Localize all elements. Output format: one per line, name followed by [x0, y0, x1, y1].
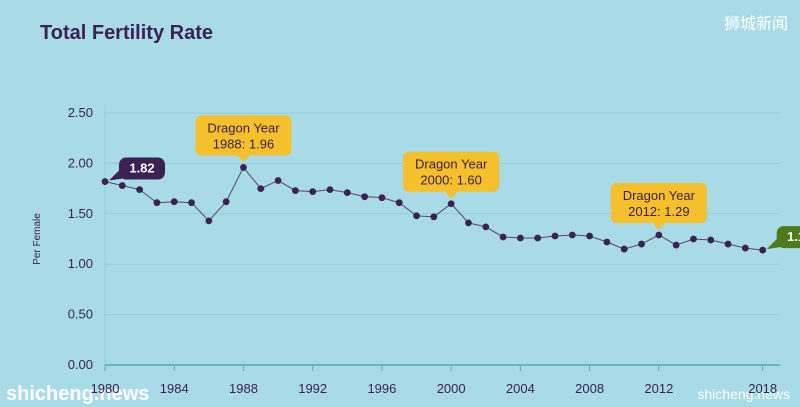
- watermark-bottom-left: shicheng.news: [6, 383, 150, 405]
- x-tick-label-0: 1980: [91, 381, 120, 396]
- data-point-1995: [361, 193, 369, 201]
- data-point-2011: [638, 240, 645, 248]
- data-point-2007: [568, 231, 576, 239]
- x-tick-label-7: 2008: [575, 381, 604, 396]
- data-point-2002: [482, 223, 490, 231]
- data-point-2005: [534, 234, 542, 242]
- annotation-line1-1: Dragon Year: [415, 157, 488, 172]
- data-point-1982: [136, 186, 144, 194]
- data-point-2003: [499, 233, 507, 241]
- data-point-2006: [551, 232, 559, 240]
- x-tick-label-2: 1988: [229, 381, 258, 396]
- annotation-line2-2: 2012: 1.29: [628, 204, 689, 219]
- y-axis-label: Per Female: [32, 213, 43, 265]
- y-tick-label-4: 2.00: [68, 155, 93, 170]
- data-point-1992: [309, 188, 317, 196]
- annotation-pointer-0: [237, 155, 250, 163]
- annotation-line1-0: Dragon Year: [207, 120, 280, 135]
- value-label-box-0: [119, 157, 165, 180]
- data-point-2004: [516, 234, 524, 242]
- annotation-box-0: [195, 115, 292, 156]
- data-point-1994: [343, 189, 351, 197]
- x-tick-label-5: 2000: [437, 381, 466, 396]
- data-point-2010: [620, 245, 628, 253]
- value-label-0: 1.82: [109, 157, 165, 181]
- data-point-1991: [291, 187, 299, 195]
- data-point-1998: [413, 212, 420, 220]
- chart-title: Total Fertility Rate: [40, 22, 213, 44]
- annotation-line2-1: 2000: 1.60: [420, 173, 481, 188]
- value-label-pointer-1: [766, 239, 787, 250]
- x-tick-label-1: 1984: [160, 381, 189, 396]
- annotation-pointer-1: [445, 191, 458, 199]
- y-tick-label-5: 2.50: [68, 105, 93, 120]
- value-label-box-1: [776, 226, 800, 249]
- data-point-1997: [395, 199, 403, 207]
- watermark-bottom-right: shicheng.news: [697, 386, 790, 402]
- data-point-2000: [447, 200, 455, 208]
- data-point-1981: [118, 182, 126, 189]
- y-tick-label-2: 1.00: [68, 256, 93, 271]
- data-point-2012: [655, 231, 663, 239]
- data-point-1988: [240, 164, 247, 171]
- annotation-line2-0: 1988: 1.96: [213, 136, 274, 151]
- data-point-2008: [586, 232, 594, 240]
- data-point-2015: [707, 236, 715, 244]
- annotation-box-2: [610, 182, 707, 223]
- data-point-1993: [326, 186, 334, 194]
- value-label-1: 1.14: [766, 226, 800, 250]
- data-point-2013: [672, 241, 680, 249]
- data-point-2014: [690, 235, 697, 243]
- x-tick-label-9: 2018: [748, 381, 777, 396]
- data-point-1984: [170, 198, 178, 206]
- y-tick-label-0: 0.00: [68, 357, 93, 372]
- x-tick-label-3: 1992: [298, 381, 327, 396]
- y-tick-label-3: 1.50: [68, 206, 93, 221]
- annotation-line1-2: Dragon Year: [623, 188, 696, 203]
- data-point-1999: [430, 213, 438, 221]
- x-tick-label-6: 2004: [506, 381, 535, 396]
- x-tick-label-8: 2012: [644, 381, 673, 396]
- data-point-1990: [274, 177, 282, 184]
- value-label-text-1: 1.14: [787, 229, 800, 244]
- data-point-1996: [378, 194, 386, 202]
- data-point-1985: [188, 199, 195, 207]
- data-point-1986: [205, 217, 213, 225]
- watermark-top-right: 狮城新闻: [723, 14, 788, 33]
- data-point-1989: [257, 185, 265, 193]
- value-label-text-0: 1.82: [129, 161, 154, 176]
- annotation-box-1: [403, 151, 500, 192]
- data-point-2018: [759, 246, 767, 254]
- data-point-2017: [741, 244, 749, 252]
- data-point-2009: [603, 238, 611, 246]
- x-tick-label-4: 1996: [367, 381, 396, 396]
- data-point-1980: [101, 178, 109, 185]
- data-point-2001: [465, 219, 472, 227]
- annotation-pointer-2: [652, 222, 665, 230]
- data-point-1983: [153, 199, 161, 207]
- data-point-1987: [222, 198, 230, 206]
- data-point-2016: [724, 240, 732, 248]
- y-tick-label-1: 0.50: [68, 307, 93, 322]
- value-label-pointer-0: [109, 170, 129, 181]
